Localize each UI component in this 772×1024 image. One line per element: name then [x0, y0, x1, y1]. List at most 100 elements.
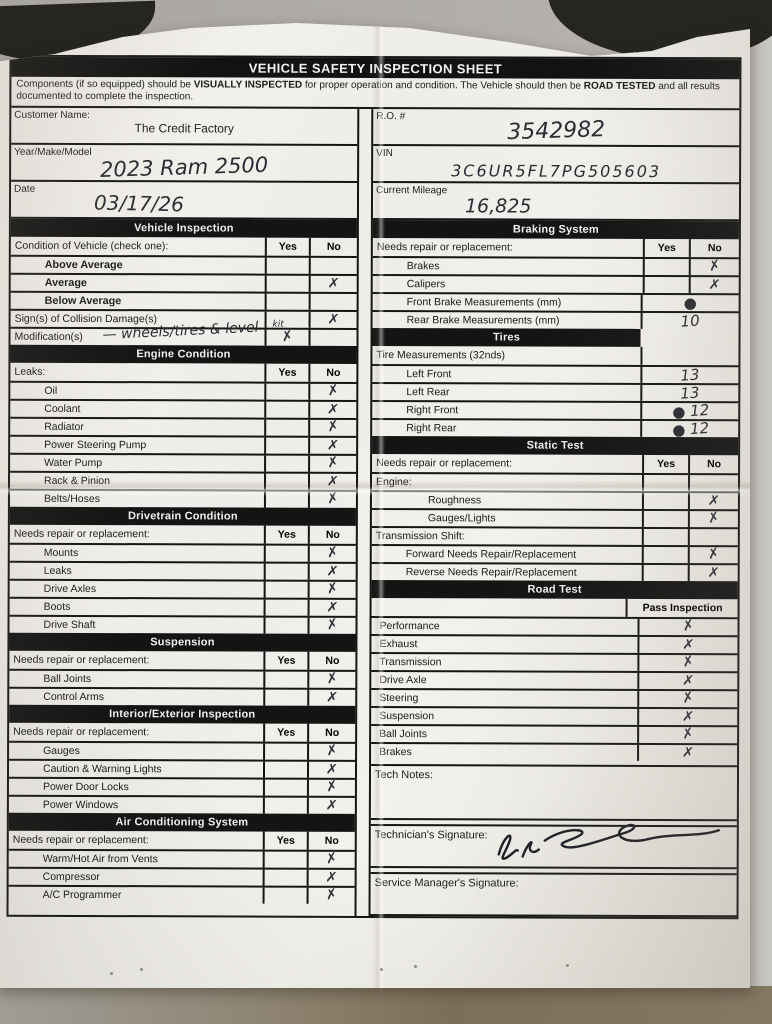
row-label-text: Control Arms [43, 691, 104, 704]
no-cell: ✗ [307, 615, 356, 635]
table-body: Engine: Roughness ✗ Gauges/Lights ✗ [371, 472, 739, 582]
table-row: Forward Needs Repair/Replacement ✗ [371, 544, 738, 564]
section-title: Air Conditioning System [8, 813, 355, 833]
table-row: Roughness ✗ [371, 490, 738, 510]
row-label: Mounts [10, 545, 264, 562]
row-label-text: Radiator [44, 421, 84, 434]
no-cell: ✗ [687, 545, 738, 564]
section-air-conditioning: Air Conditioning System Needs repair or … [8, 813, 355, 905]
yes-cell [642, 277, 689, 294]
no-cell: ✗ [688, 277, 739, 294]
table-row: Drive Axle ✗ [371, 670, 738, 690]
row-label: Brakes [373, 258, 643, 275]
table-row: Control Arms ✗ [9, 687, 356, 707]
no-cell: ✗ [308, 401, 357, 419]
yes-cell [262, 797, 307, 815]
section-braking-system: Braking System Needs repair or replaceme… [372, 220, 739, 331]
row-label-text: Gauges [43, 745, 80, 758]
row-label-text: Reverse Needs Repair/Replacement [405, 566, 577, 580]
no-header: No [688, 455, 739, 474]
yes-cell [263, 599, 308, 617]
row-label: Brakes [371, 744, 637, 761]
yes-header: Yes [263, 723, 308, 743]
table-row: Mounts ✗ [9, 543, 356, 563]
info-field-label: Customer Name: [14, 110, 90, 122]
table-body: Mounts ✗ Leaks ✗ Drive Axles ✗ [9, 543, 356, 635]
no-cell: ✗ [308, 311, 357, 329]
row-label: Drive Axle [371, 672, 637, 689]
table-row: Brakes ✗ [371, 742, 738, 762]
handwritten-value: The Credit Factory [134, 121, 234, 136]
section-static-test: Static Test Needs repair or replacement:… [371, 436, 739, 582]
table-row: Boots ✗ [9, 597, 356, 617]
table-row: Calipers ✗ [372, 274, 739, 294]
handwritten-value: 03/17/26 [93, 190, 185, 217]
row-label: Coolant [10, 401, 264, 418]
row-label-text: Roughness [427, 494, 482, 507]
pass-cell: ✗ [637, 725, 738, 744]
row-label-text: Drive Shaft [43, 619, 96, 632]
no-cell: ✗ [307, 544, 356, 563]
table-header-row: Leaks: Yes No [10, 363, 357, 383]
table-row: Gauges ✗ [9, 741, 356, 761]
info-field-label: Year/Make/Model [14, 147, 92, 159]
yes-cell [263, 473, 309, 491]
check-mark: ✗ [681, 636, 696, 654]
no-cell: ✗ [306, 869, 355, 887]
handwritten-value: 3542982 [506, 117, 606, 146]
table-row: Drive Shaft ✗ [9, 615, 356, 635]
yes-header: Yes [264, 363, 309, 383]
row-label-text: Exhaust [379, 638, 418, 651]
instructions-bold: VISUALLY INSPECTED [193, 79, 303, 91]
row-label: Radiator [10, 419, 264, 436]
check-mark: ✗ [325, 615, 340, 634]
no-cell: ✗ [308, 437, 357, 455]
check-mark: ✗ [326, 473, 340, 491]
check-mark: ✗ [325, 797, 339, 815]
row-label-text: Coolant [44, 403, 81, 416]
table-row: Performance ✗ [371, 616, 738, 636]
row-label-text: Boots [43, 601, 71, 614]
table-body: Performance ✗ Exhaust ✗ Transmission ✗ D… [371, 616, 738, 762]
header-spacer [372, 598, 626, 617]
section-interior-exterior: Interior/Exterior Inspection Needs repai… [8, 705, 356, 815]
no-cell: ✗ [306, 778, 355, 797]
subheader-label: Needs repair or replacement: [376, 241, 513, 254]
no-cell [308, 330, 357, 347]
technician-signature-box: Technician's Signature: [370, 824, 737, 870]
no-cell: ✗ [307, 689, 356, 707]
row-label-text: Average [44, 277, 87, 290]
table-row: Ball Joints ✗ [371, 724, 738, 744]
yes-cell [264, 275, 309, 293]
row-label: Drive Shaft [9, 617, 263, 634]
table-row: Drive Axles ✗ [9, 579, 356, 599]
yes-cell: ✗ [264, 328, 309, 347]
no-header: No [307, 526, 356, 545]
row-label-text: Above Average [44, 259, 123, 272]
row-label-text: Water Pump [44, 457, 103, 470]
row-label-text: Leaks [43, 565, 72, 578]
no-cell [308, 294, 357, 311]
instructions-text: Components (if so equipped) should be VI… [11, 76, 740, 111]
row-label: Drive Axles [10, 581, 264, 598]
no-cell: ✗ [307, 563, 356, 581]
row-label: Warm/Hot Air from Vents [9, 851, 263, 868]
row-label-text: Mounts [43, 547, 79, 560]
inspection-form: VEHICLE SAFETY INSPECTION SHEET Componen… [6, 54, 742, 920]
yes-cell [264, 311, 309, 329]
check-mark: ✗ [707, 492, 721, 510]
no-header: No [307, 724, 356, 743]
pass-cell: ✗ [637, 689, 738, 708]
yes-header: Yes [642, 239, 689, 258]
row-label-text: Rack & Pinion [43, 475, 110, 488]
info-field: Current Mileage 16,825 [372, 183, 740, 222]
section-title: Interior/Exterior Inspection [9, 705, 356, 725]
table-row: Suspension ✗ [371, 706, 738, 726]
section-suspension: Suspension Needs repair or replacement: … [9, 633, 356, 707]
row-label: Transmission [371, 654, 637, 671]
table-header-row: Needs repair or replacement: Yes No [373, 238, 739, 258]
row-label-text: Right Rear [406, 422, 457, 435]
subheader-label: Needs repair or replacement: [13, 726, 150, 739]
row-label: Suspension [371, 708, 637, 725]
row-label: Right Front [372, 402, 640, 419]
